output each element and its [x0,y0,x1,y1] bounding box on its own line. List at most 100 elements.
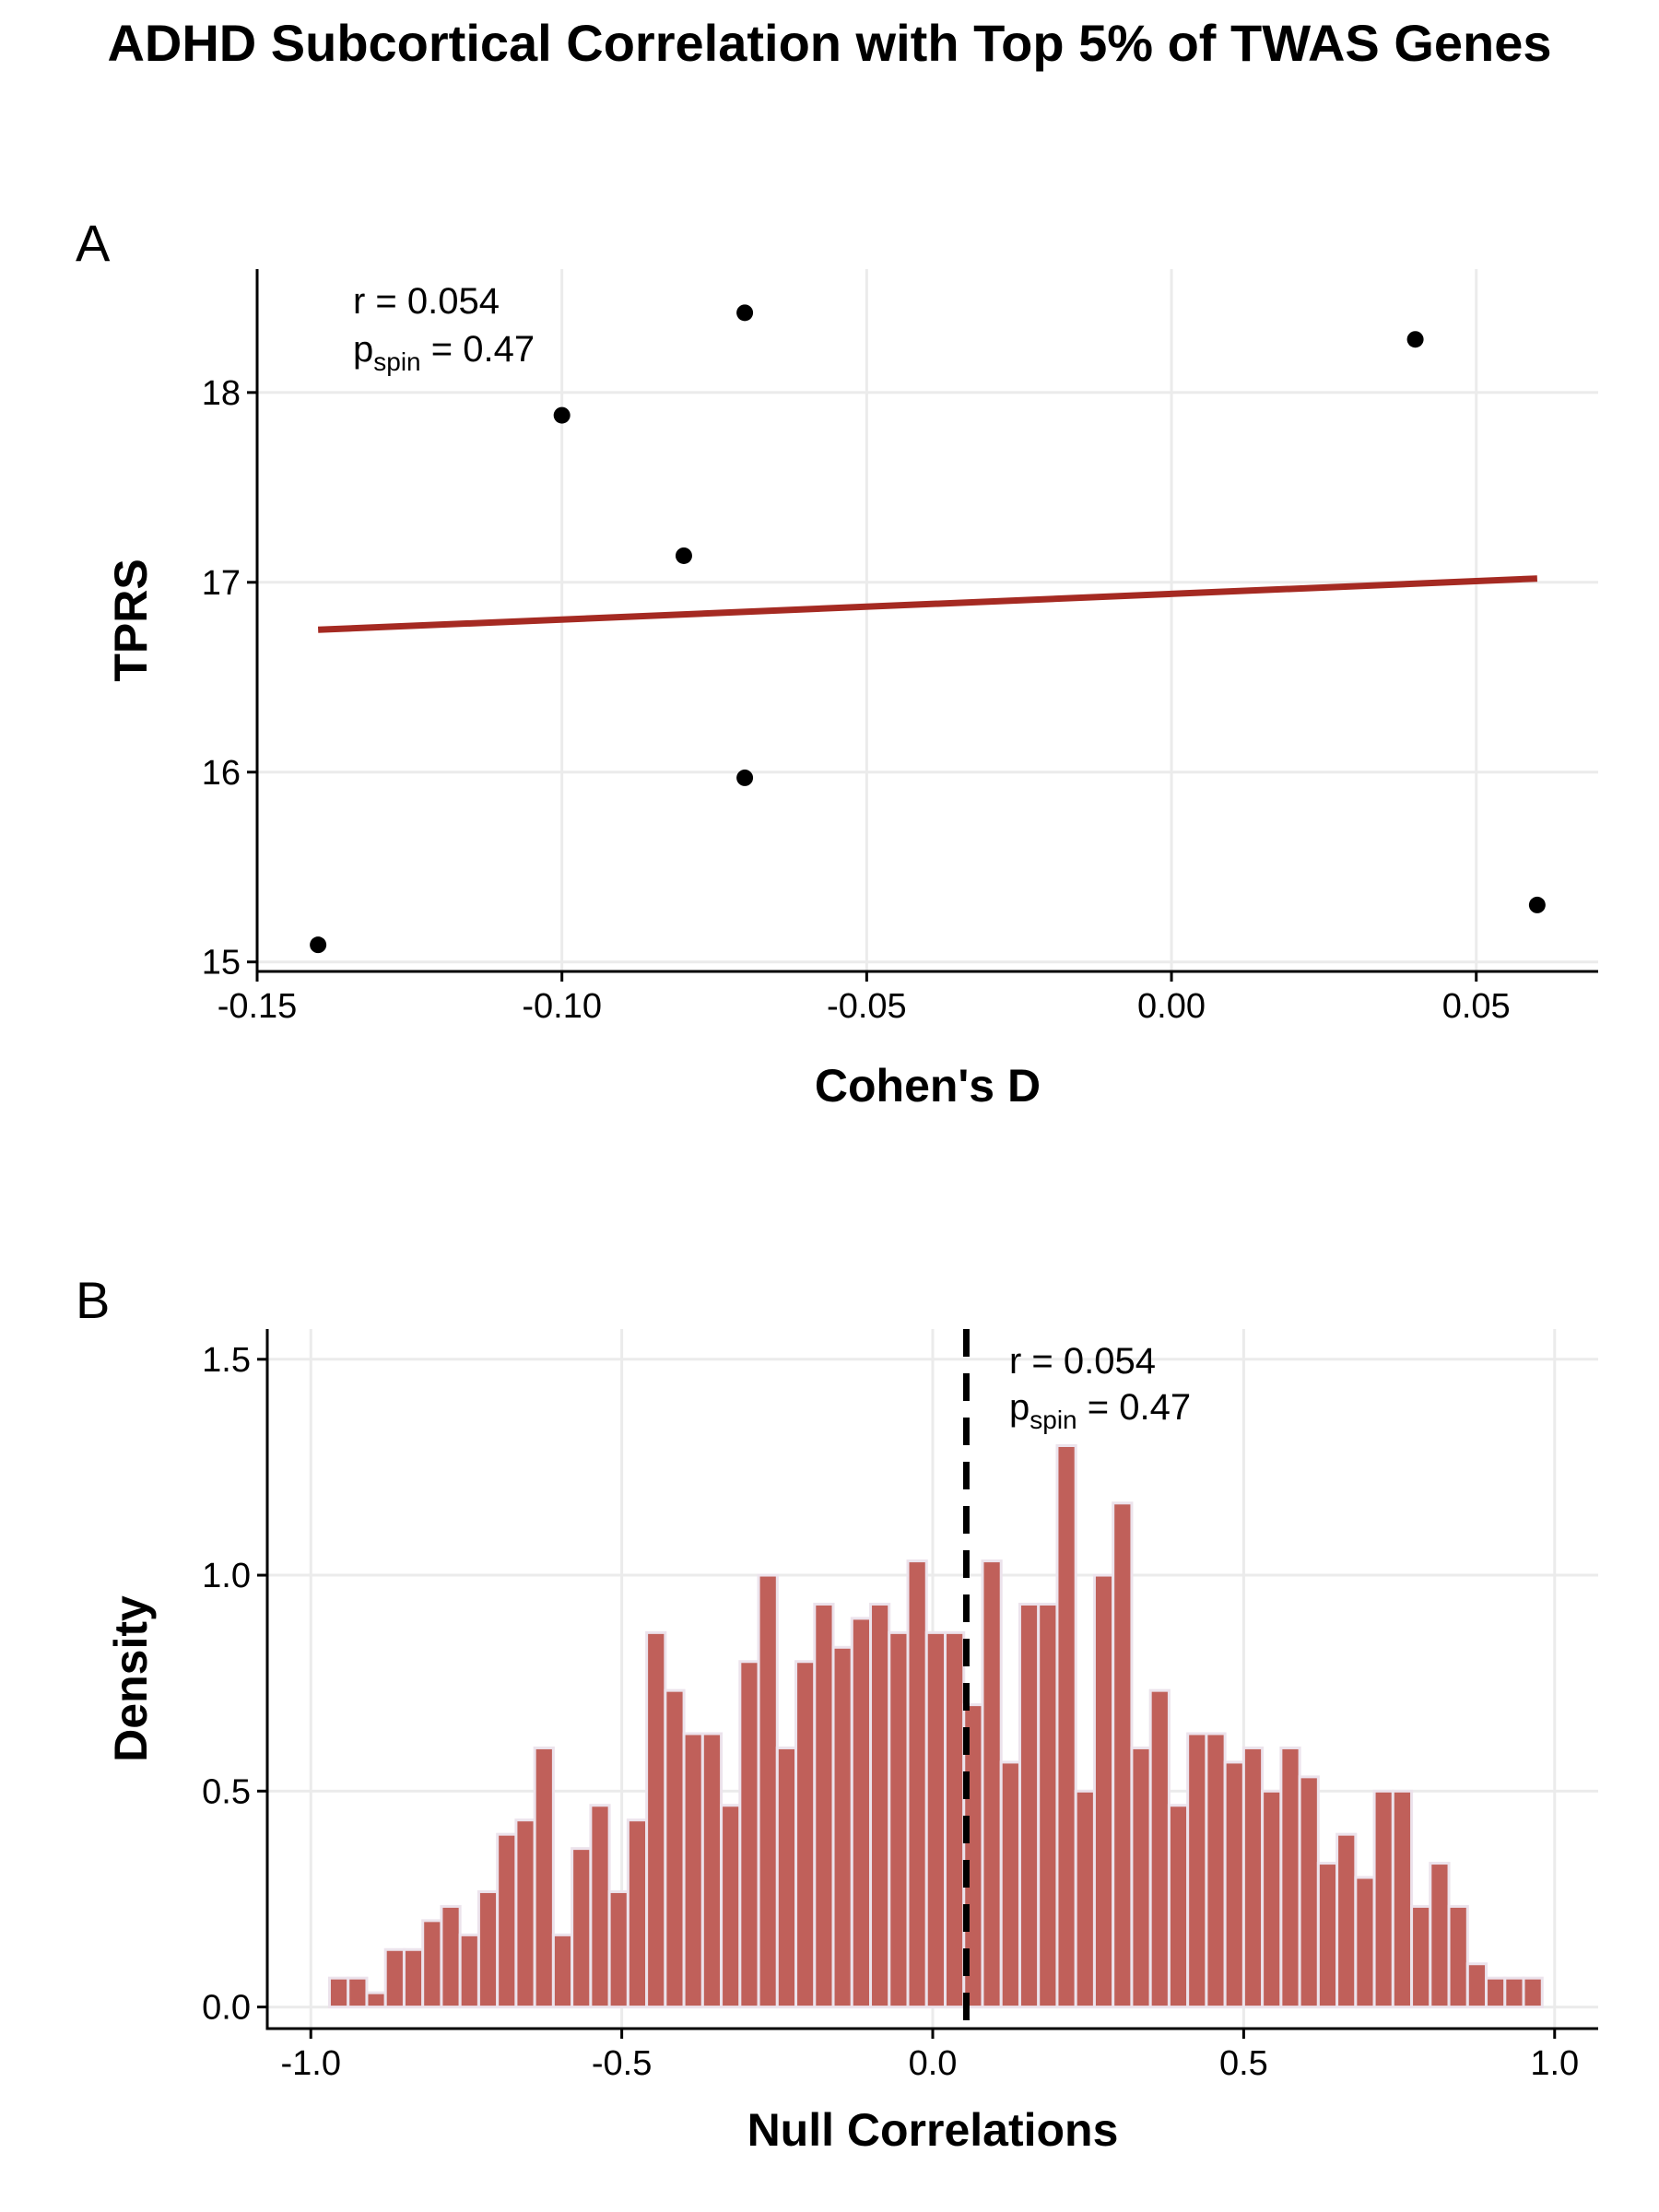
histogram-bar [1018,1602,1041,2009]
panel-a: -0.15 -0.10 -0.05 0.00 0.05 15 16 17 18 r = 0.054… [76,214,1598,1112]
annotation-p-sub: spin [1030,1406,1077,1434]
histogram-bar [1447,1904,1469,2009]
histogram-bar [1074,1789,1096,2009]
data-point [310,936,327,954]
y-tick-label: 16 [202,754,241,793]
histogram-bar [1261,1789,1283,2009]
histogram-bar [869,1602,891,2009]
histogram-bar [1167,1804,1190,2009]
annotation-p: pspin = 0.47 [353,329,535,376]
histogram-bar [1112,1501,1134,2009]
histogram-bar [775,1746,798,2009]
histogram-bar [738,1660,760,2009]
fit-line [317,575,1538,633]
panel-b: -1.0 -0.5 0.0 0.5 1.0 0.0 0.5 1.0 1.5 r = 0.054 ps… [76,1271,1598,2156]
x-tick-label: -0.15 [218,987,298,1026]
histogram-bar [458,1933,480,2009]
data-point [675,547,692,564]
data-point [1406,331,1424,348]
histogram-bar [1186,1732,1208,2009]
y-tick-label: 17 [202,564,241,603]
x-tick-label: 0.0 [909,2044,958,2083]
x-tick-label: 0.05 [1442,987,1511,1026]
data-point [736,304,754,322]
annotation-p-sub: spin [373,347,420,376]
histogram-bar [943,1630,966,2009]
histogram-bar [794,1660,817,2009]
histogram-bar [1391,1789,1414,2009]
histogram-bar [1316,1862,1339,2009]
x-tick-label: -0.05 [827,987,907,1026]
y-axis-title: TPRS [105,559,157,681]
y-tick-label: 18 [202,374,241,413]
annotation-p-rest: = 0.47 [421,329,535,370]
y-tick-label: 0.0 [202,1989,251,2028]
annotation-r: r = 0.054 [1009,1341,1156,1382]
histogram-bar [645,1630,667,2009]
x-tick-label: 0.00 [1137,987,1206,1026]
histogram-bar [888,1630,910,2009]
histogram-bar [365,1991,387,2009]
histogram-bar [1465,1962,1488,2009]
histogram-bar [757,1573,779,2009]
histogram-bar [496,1832,518,2009]
histogram-bar [421,1919,443,2009]
histogram-bar [626,1818,649,2009]
histogram-bar [477,1889,500,2009]
histogram-bar [1522,1976,1544,2009]
histogram-bar [831,1645,853,2009]
histogram-bar [1037,1602,1059,2009]
histogram-bar [1279,1746,1301,2009]
x-tick-label: 1.0 [1530,2044,1579,2083]
histogram-bar [1092,1573,1115,2009]
histogram-bar [1298,1775,1320,2009]
histogram-bar [850,1617,873,2009]
histogram-bar [906,1559,928,2009]
histogram-bar [813,1602,835,2009]
y-tick-label: 1.0 [202,1557,251,1595]
x-tick-label: -1.0 [280,2044,340,2083]
histogram-bar [327,1976,350,2009]
annotation-p-main: p [1009,1387,1030,1428]
histogram-bar [571,1847,593,2009]
x-axis-title: Null Correlations [747,2104,1119,2156]
histogram-bar [551,1933,574,2009]
histogram-bar [999,1760,1021,2009]
page-title: ADHD Subcortical Correlation with Top 5%… [107,14,1552,72]
panel-label-a: A [76,214,111,272]
annotation-p-rest: = 0.47 [1077,1387,1191,1428]
data-point [553,406,571,424]
histogram-bar [402,1947,425,2009]
histogram-bar [589,1804,611,2009]
histogram-bar [664,1688,686,2009]
x-tick-label: -0.5 [592,2044,652,2083]
y-tick-label: 15 [202,944,241,982]
annotation-p-main: p [353,329,373,370]
histogram-bar [1429,1862,1451,2009]
histogram-bar [1055,1444,1077,2009]
histogram-bar [1335,1832,1358,2009]
histogram-bar [347,1976,369,2009]
histogram-bar [440,1904,462,2009]
histogram-bar [700,1732,724,2009]
histogram-bar [1148,1688,1171,2009]
histogram-bar [1130,1746,1152,2009]
histogram-bar [1354,1876,1376,2009]
annotation-r: r = 0.054 [353,281,500,322]
histogram-bar [924,1630,947,2009]
histogram-bar [514,1818,536,2009]
y-axis-title: Density [105,1595,157,1762]
histogram-bar [720,1804,742,2009]
histogram-bar [383,1947,406,2009]
histogram-bar [1223,1760,1245,2009]
data-point [736,769,754,786]
x-axis-title: Cohen's D [815,1060,1041,1112]
histogram-bar [1205,1732,1227,2009]
histogram-bar [1241,1746,1265,2009]
histogram-bar [533,1746,555,2009]
histogram-bar [607,1889,629,2009]
y-tick-label: 0.5 [202,1772,251,1811]
histogram-bar [1503,1976,1525,2009]
panel-label-b: B [76,1271,110,1329]
